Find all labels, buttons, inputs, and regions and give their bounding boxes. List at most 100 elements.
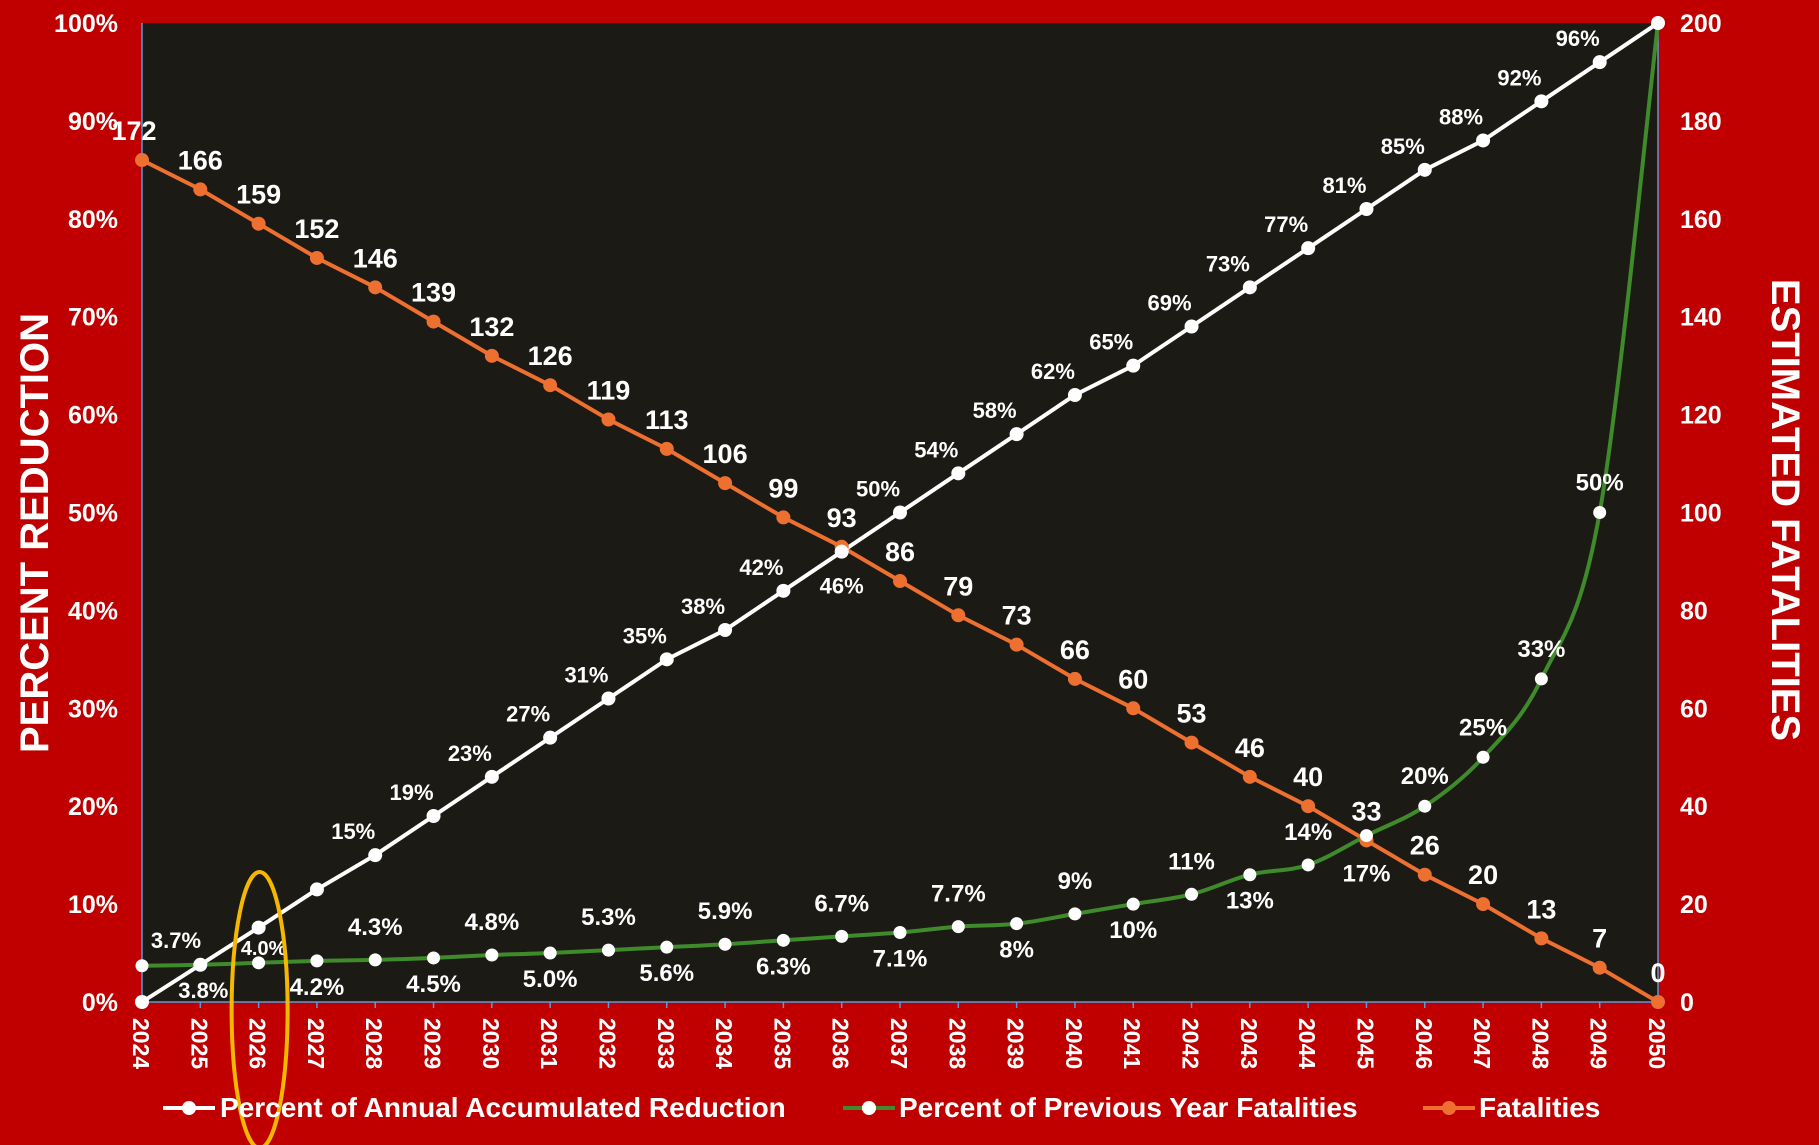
accumulated-reduction-point — [1184, 319, 1199, 334]
previous-year-point — [1068, 907, 1082, 921]
previous-year-point — [427, 951, 441, 965]
previous-year-point — [485, 948, 499, 962]
previous-year-point — [1593, 506, 1607, 519]
fatalities-data-label: 93 — [827, 503, 857, 533]
x-tick-label: 2034 — [711, 1018, 737, 1069]
fatalities-data-label: 166 — [178, 145, 223, 175]
fatalities-data-label: 66 — [1060, 635, 1090, 665]
fatalities-data-label: 132 — [469, 312, 514, 342]
previous-data-label: 13% — [1226, 888, 1274, 915]
accumulated-reduction-point — [1009, 427, 1024, 442]
right-tick-label: 80 — [1680, 597, 1708, 625]
previous-data-label: 6.3% — [756, 953, 811, 980]
x-tick-label: 2024 — [128, 1018, 154, 1069]
fatalities-data-label: 46 — [1235, 733, 1265, 763]
fatalities-point — [1184, 735, 1199, 750]
previous-data-label: 4.2% — [290, 974, 345, 1001]
accumulated-reduction-point — [1534, 94, 1549, 109]
accumulated-data-label: 65% — [1089, 330, 1133, 355]
fatalities-point — [1126, 701, 1141, 716]
fatalities-point — [1592, 960, 1607, 975]
fatalities-data-label: 152 — [294, 214, 339, 244]
fatalities-data-label: 60 — [1118, 664, 1148, 694]
previous-year-point — [1243, 868, 1257, 882]
fatalities-point — [426, 314, 441, 329]
fatalities-data-label: 113 — [645, 405, 689, 435]
previous-data-label: 4.0% — [241, 938, 287, 960]
right-tick-label: 20 — [1680, 891, 1708, 919]
accumulated-reduction-point — [1301, 241, 1316, 256]
left-tick-label: 0% — [82, 989, 118, 1017]
previous-data-label: 20% — [1401, 763, 1449, 790]
previous-year-point — [310, 954, 324, 968]
accumulated-reduction-point — [659, 652, 674, 667]
fatalities-data-label: 13 — [1526, 894, 1556, 924]
right-tick-label: 140 — [1680, 304, 1722, 332]
fatalities-data-label: 139 — [411, 278, 456, 308]
fatalities-data-label: 106 — [703, 439, 748, 469]
previous-year-point — [1301, 858, 1315, 872]
previous-data-label: 17% — [1342, 861, 1390, 888]
previous-data-label: 9% — [1058, 868, 1093, 895]
left-tick-label: 20% — [68, 793, 118, 821]
right-tick-label: 120 — [1680, 402, 1722, 430]
accumulated-reduction-point — [893, 505, 907, 520]
previous-year-point — [135, 959, 149, 973]
fatalities-point — [601, 412, 616, 427]
accumulated-reduction-point — [718, 622, 733, 637]
accumulated-data-label: 73% — [1206, 251, 1250, 276]
fatalities-point — [1651, 995, 1665, 1009]
accumulated-reduction-point — [1592, 55, 1607, 70]
fatalities-point — [1067, 671, 1082, 686]
previous-data-label: 5.3% — [581, 904, 636, 931]
x-tick-label: 2045 — [1352, 1018, 1378, 1069]
accumulated-data-label: 27% — [506, 702, 550, 727]
highlight-ellipse — [229, 870, 290, 1145]
x-tick-label: 2031 — [536, 1018, 562, 1069]
accumulated-reduction-point — [601, 691, 616, 706]
x-tick-label: 2037 — [886, 1018, 912, 1069]
fatalities-data-label: 126 — [528, 341, 573, 371]
accumulated-data-label: 96% — [1556, 26, 1600, 51]
accumulated-reduction-point — [193, 957, 208, 972]
left-tick-label: 90% — [68, 108, 118, 136]
fatalities-point — [1534, 931, 1549, 946]
x-tick-label: 2046 — [1411, 1018, 1437, 1069]
x-tick-label: 2036 — [828, 1018, 854, 1069]
x-tick-label: 2043 — [1236, 1018, 1262, 1069]
fatalities-data-label: 7 — [1592, 924, 1607, 954]
left-tick-label: 40% — [68, 597, 118, 625]
previous-year-point — [893, 925, 907, 939]
right-tick-label: 0 — [1680, 989, 1694, 1017]
accumulated-data-label: 23% — [448, 741, 492, 766]
x-tick-label: 2048 — [1527, 1018, 1553, 1069]
previous-data-label: 4.8% — [464, 909, 519, 936]
fatalities-point — [1417, 867, 1432, 882]
accumulated-reduction-point — [426, 808, 441, 823]
previous-year-point — [1418, 799, 1432, 813]
fatalities-point — [1301, 799, 1316, 814]
accumulated-data-label: 42% — [739, 555, 783, 580]
right-tick-label: 160 — [1680, 206, 1722, 234]
fatalities-point — [309, 250, 324, 265]
left-tick-label: 50% — [68, 500, 118, 528]
left-tick-label: 60% — [68, 402, 118, 430]
previous-data-label: 11% — [1168, 848, 1215, 875]
previous-year-point — [1185, 887, 1199, 901]
x-tick-label: 2032 — [594, 1018, 620, 1069]
previous-data-label: 4.5% — [406, 971, 461, 998]
previous-data-label: 7.1% — [873, 945, 928, 972]
legend: Percent of Annual Accumulated Reduction P… — [163, 1092, 1600, 1123]
x-tick-label: 2025 — [186, 1018, 212, 1069]
accumulated-reduction-point — [368, 848, 383, 863]
fatalities-point — [776, 510, 791, 525]
x-tick-label: 2035 — [769, 1018, 795, 1069]
previous-year-point — [1126, 897, 1140, 911]
accumulated-data-label: 31% — [564, 663, 608, 688]
right-tick-label: 100 — [1680, 500, 1722, 528]
x-tick-label: 2030 — [478, 1018, 504, 1069]
x-tick-label: 2029 — [420, 1018, 446, 1069]
x-tick-label: 2038 — [944, 1018, 970, 1069]
x-tick-label: 2044 — [1294, 1018, 1320, 1069]
previous-year-line — [141, 22, 1660, 968]
